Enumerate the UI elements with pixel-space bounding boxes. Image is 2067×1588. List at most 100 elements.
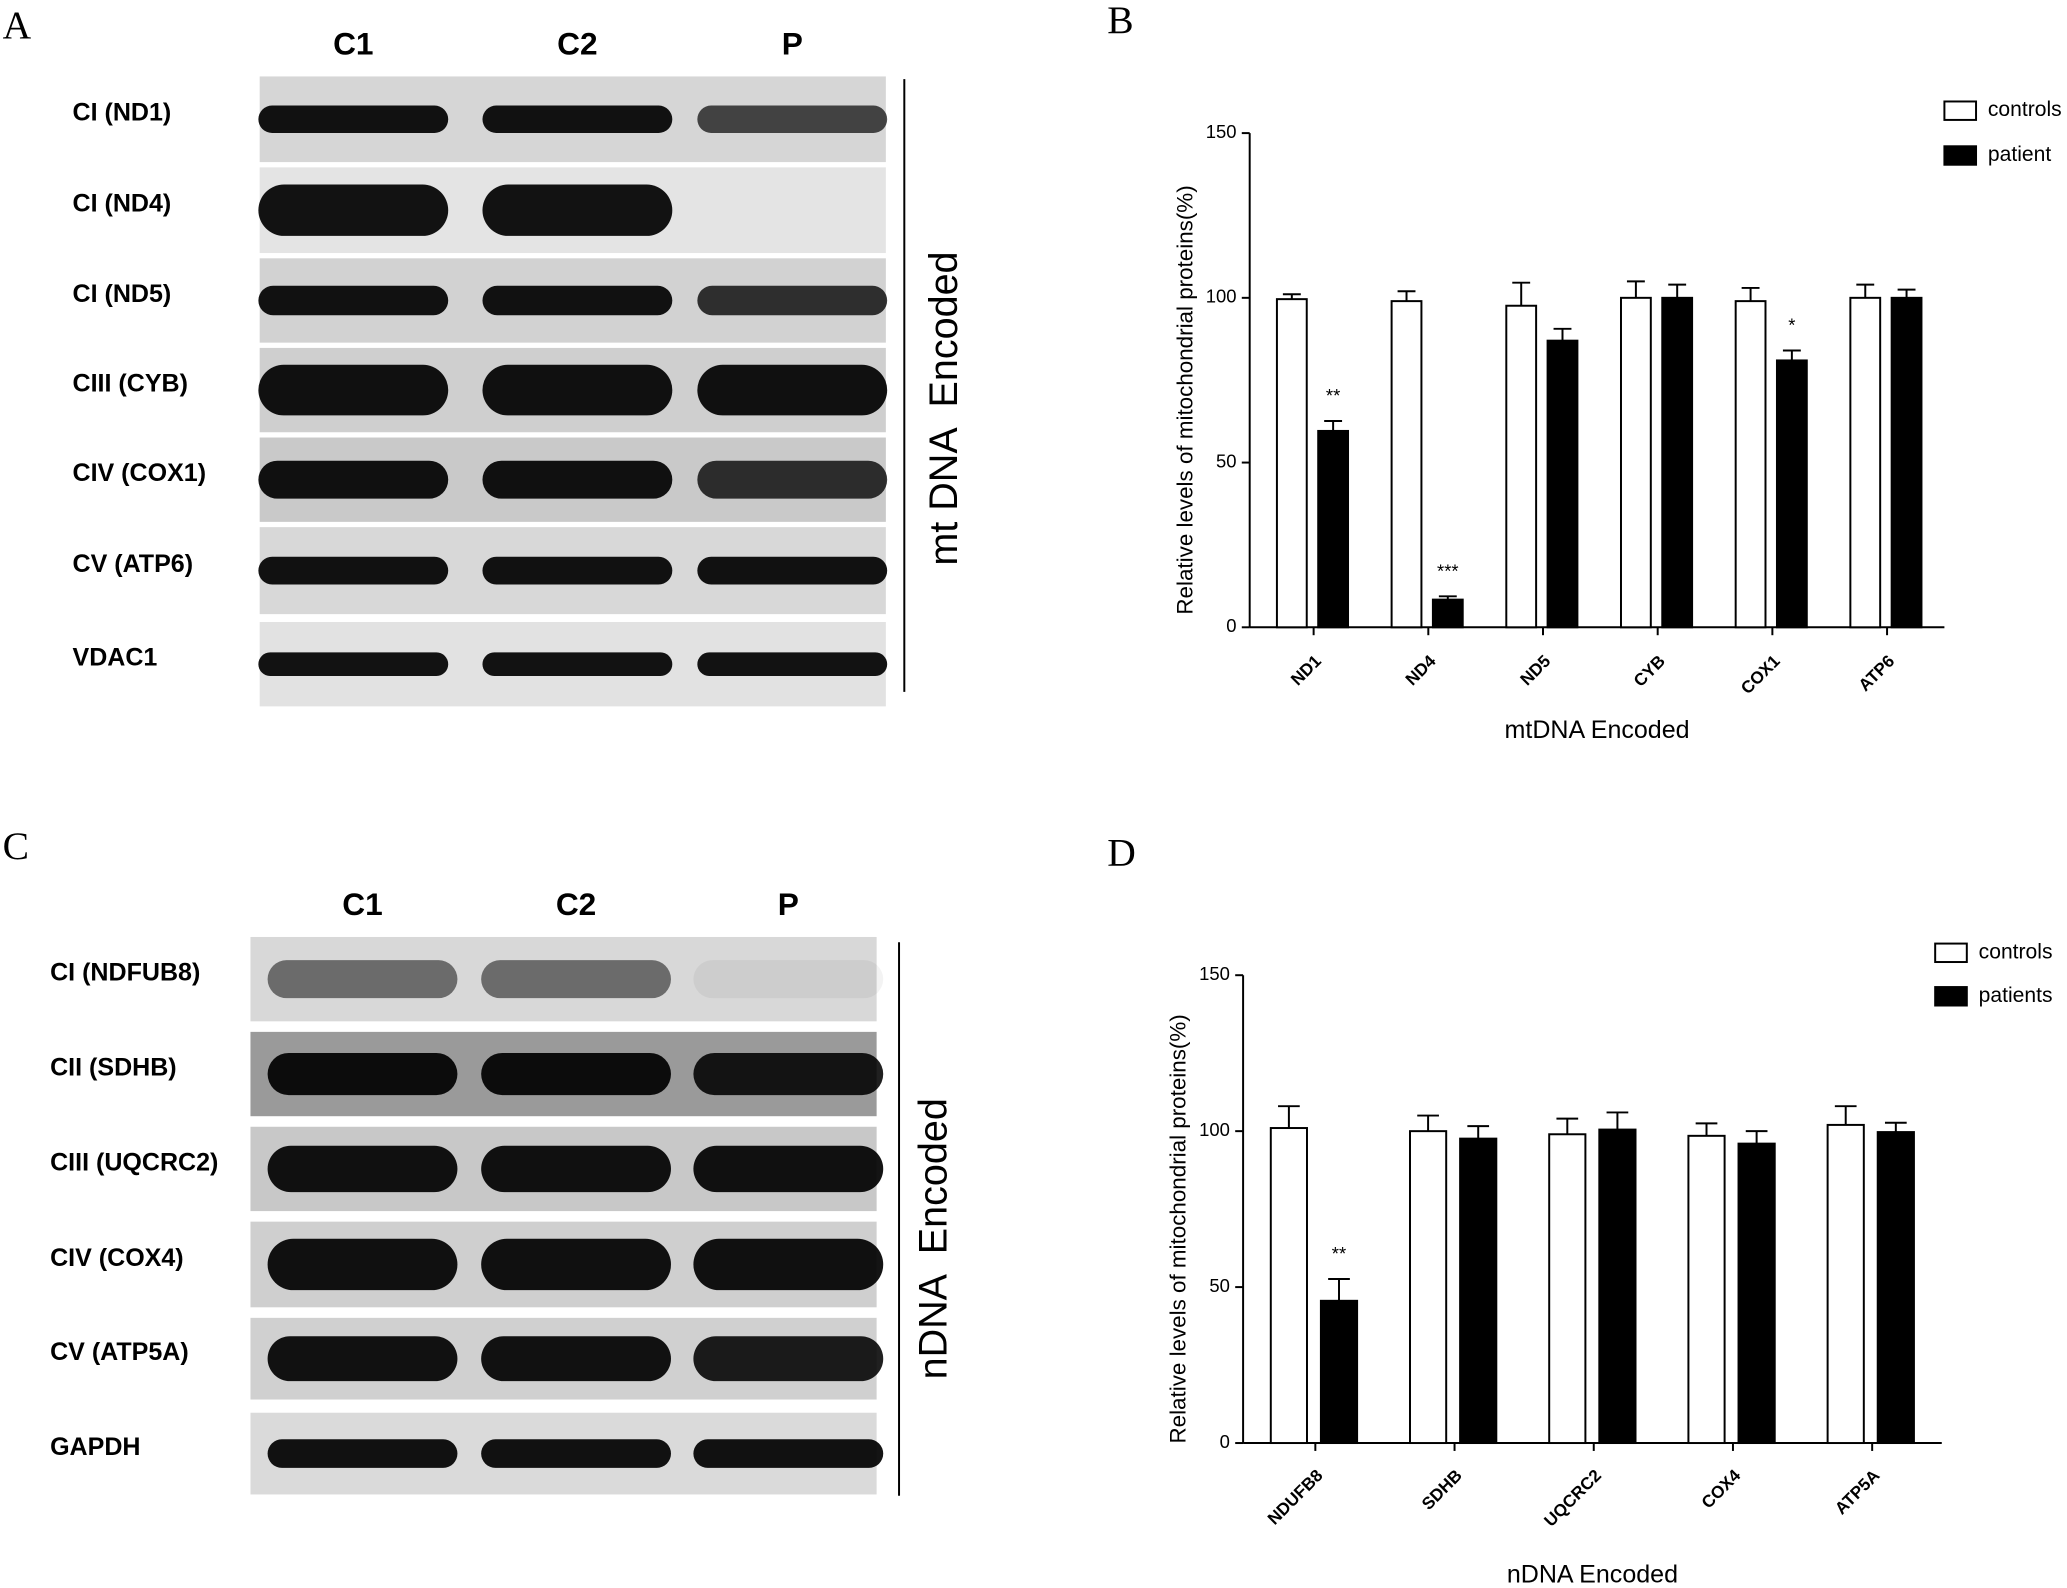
lane-label: C2 xyxy=(556,886,596,922)
blot-band xyxy=(693,1052,884,1096)
lane-label: P xyxy=(782,25,803,61)
bar xyxy=(1459,1137,1498,1445)
bar xyxy=(1269,1127,1308,1445)
significance-label: *** xyxy=(1437,560,1459,581)
error-bar xyxy=(1745,1130,1768,1144)
blot-band xyxy=(482,364,673,416)
x-tick-label: COX4 xyxy=(1697,1465,1744,1512)
blot-band xyxy=(258,556,449,585)
panel-letter: A xyxy=(3,3,32,47)
bar xyxy=(1619,296,1652,629)
error-bar xyxy=(1626,280,1645,298)
blot-band xyxy=(693,1145,884,1193)
blot-band xyxy=(697,460,888,499)
blot-band xyxy=(258,652,449,677)
y-tick-label: 0 xyxy=(1226,615,1236,636)
blot-band xyxy=(267,1052,458,1096)
lane-label: C2 xyxy=(557,25,597,61)
row-label: CI (ND4) xyxy=(73,190,172,218)
bar xyxy=(1505,304,1538,629)
blot-band xyxy=(697,556,888,585)
blot-band xyxy=(258,184,449,236)
x-tick-label: NDUFB8 xyxy=(1263,1465,1326,1528)
panel-letter: B xyxy=(1107,0,1133,42)
blot-band xyxy=(482,285,673,316)
bar xyxy=(1390,300,1423,629)
blot-band xyxy=(481,1439,671,1468)
blot-band xyxy=(258,364,449,416)
bar xyxy=(1319,1299,1359,1445)
legend-swatch xyxy=(1943,145,1978,166)
legend-swatch xyxy=(1943,100,1978,121)
y-tick-label: 100 xyxy=(1206,286,1237,307)
bar xyxy=(1737,1142,1776,1445)
x-tick-label: UQCRC2 xyxy=(1540,1465,1605,1530)
legend-label: patient xyxy=(1988,143,2051,166)
panel-letter: D xyxy=(1107,831,1136,875)
blot-band xyxy=(267,1238,458,1291)
side-label: mt DNA Encoded xyxy=(922,251,966,565)
legend-swatch xyxy=(1934,942,1968,964)
legend-label: patients xyxy=(1979,984,2053,1007)
x-axis-label: nDNA Encoded xyxy=(1507,1561,1678,1588)
x-tick-label: ATP5A xyxy=(1831,1465,1884,1518)
x-tick-label: COX1 xyxy=(1737,650,1784,697)
bar xyxy=(1661,296,1694,629)
x-tick-label: ND5 xyxy=(1516,650,1555,689)
bar xyxy=(1409,1130,1448,1445)
legend-label: controls xyxy=(1979,940,2053,963)
error-bar xyxy=(1856,283,1875,298)
error-bar xyxy=(1606,1111,1629,1130)
row-label: CIV (COX1) xyxy=(73,459,207,487)
bar xyxy=(1890,296,1923,629)
error-bar xyxy=(1328,1277,1350,1301)
error-bar xyxy=(1668,283,1687,298)
blot-band xyxy=(693,1439,884,1468)
error-bar xyxy=(1324,420,1343,431)
y-tick-label: 100 xyxy=(1199,1119,1230,1140)
error-bar xyxy=(1741,286,1760,302)
lane-label: P xyxy=(778,886,799,922)
row-label: GAPDH xyxy=(50,1433,140,1461)
row-label: CIII (UQCRC2) xyxy=(50,1148,218,1176)
row-label: CIV (COX4) xyxy=(50,1244,184,1272)
row-label: VDAC1 xyxy=(73,644,158,672)
blot-band xyxy=(697,105,888,133)
blot-band xyxy=(267,1439,458,1468)
blot-band xyxy=(481,1145,671,1193)
significance-label: ** xyxy=(1332,1243,1346,1264)
error-bar xyxy=(1282,293,1301,300)
error-bar xyxy=(1438,595,1457,600)
row-label: CI (ND1) xyxy=(73,99,172,127)
row-label: CIII (CYB) xyxy=(73,369,188,397)
bar xyxy=(1775,359,1808,629)
y-axis-label: Relative levels of mitochondrial protein… xyxy=(1172,185,1197,614)
significance-label: ** xyxy=(1326,385,1340,406)
blot-band xyxy=(267,960,458,999)
y-tick-label: 0 xyxy=(1220,1431,1230,1452)
error-bar xyxy=(1467,1125,1490,1139)
error-bar xyxy=(1278,1105,1300,1129)
bar xyxy=(1431,598,1464,629)
bar xyxy=(1687,1134,1726,1445)
blot-band xyxy=(481,1336,671,1382)
blot-band xyxy=(482,652,673,677)
x-tick-label: ND1 xyxy=(1287,650,1326,689)
error-bar xyxy=(1556,1117,1579,1135)
lane-label: C1 xyxy=(333,25,373,61)
error-bar xyxy=(1512,281,1531,306)
error-bar xyxy=(1884,1121,1907,1133)
blot-band xyxy=(693,1336,884,1382)
blot-band xyxy=(481,1052,671,1096)
blot-band xyxy=(693,960,884,999)
y-axis-label: Relative levels of mitochondrial protein… xyxy=(1166,1014,1191,1443)
blot-band xyxy=(697,285,888,316)
row-label: CII (SDHB) xyxy=(50,1053,177,1081)
lane-label: C1 xyxy=(342,886,382,922)
bar xyxy=(1546,339,1579,629)
error-bar xyxy=(1897,288,1916,298)
bar xyxy=(1275,298,1308,629)
bar xyxy=(1548,1133,1587,1445)
